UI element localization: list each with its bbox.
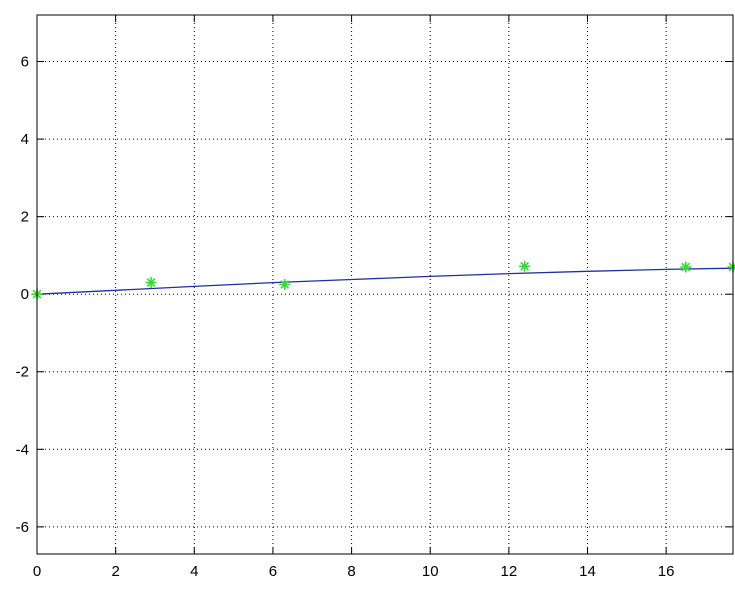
x-tick-label: 16 [658,563,675,580]
data-point-star-marker [519,261,530,272]
data-point-star-marker [680,262,691,273]
y-tick-label: -2 [16,364,29,381]
y-tick-label: 0 [21,286,29,303]
x-tick-label: 10 [422,563,439,580]
x-tick-label: 0 [33,563,41,580]
plot-frame [37,15,733,554]
y-tick-label: 6 [21,54,29,71]
x-tick-label: 4 [190,563,198,580]
x-tick-label: 8 [347,563,355,580]
grid-layer [37,15,733,554]
tick-layer [37,15,733,554]
data-point-star-marker [279,279,290,290]
x-tick-label: 6 [269,563,277,580]
series-line [37,268,733,294]
x-tick-label: 12 [501,563,518,580]
y-tick-label: 4 [21,131,29,148]
data-point-star-marker [146,277,157,288]
tick-label-layer: 0 2 4 6 8 10 12 14 16 -6 -4 -2 0 2 4 6 [16,54,675,580]
data-point-star-marker [728,262,735,273]
y-tick-label: -6 [16,519,29,536]
x-tick-label: 2 [111,563,119,580]
x-tick-label: 14 [579,563,596,580]
y-tick-label: -4 [16,441,29,458]
y-tick-label: 2 [21,209,29,226]
